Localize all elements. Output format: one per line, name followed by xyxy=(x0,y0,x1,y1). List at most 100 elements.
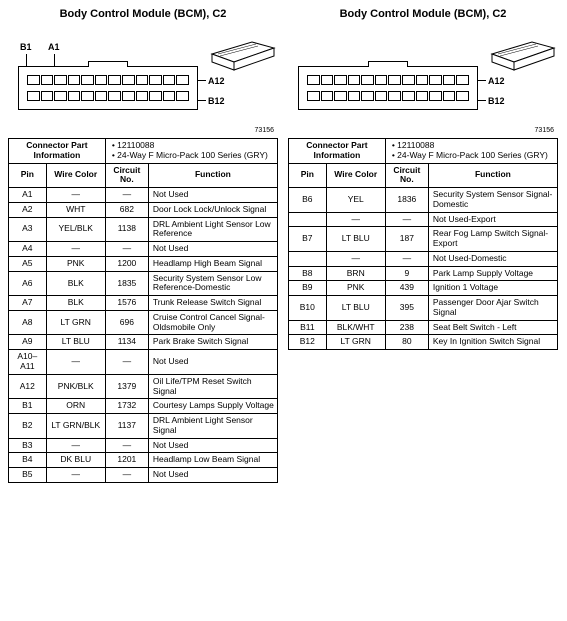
cell-func: Not Used xyxy=(148,438,277,453)
cell-pin: A12 xyxy=(9,374,47,399)
label-b1: B1 xyxy=(20,42,32,52)
pin-row-b xyxy=(27,91,189,101)
cell-pin: B7 xyxy=(289,227,327,252)
cell-circuit: 1576 xyxy=(105,296,148,311)
cell-pin xyxy=(289,251,327,266)
cell-wire: BLK/WHT xyxy=(326,320,385,335)
table-row: B5——Not Used xyxy=(9,468,278,483)
cell-wire: — xyxy=(326,251,385,266)
cell-circuit: 1138 xyxy=(105,217,148,242)
cell-circuit: 1732 xyxy=(105,399,148,414)
cell-func: Security System Sensor Low Reference-Dom… xyxy=(148,271,277,296)
cell-circuit: — xyxy=(105,438,148,453)
table-row: B8BRN9Park Lamp Supply Voltage xyxy=(289,266,558,281)
info-row-right: Connector Part Information 12110088 24-W… xyxy=(289,139,558,164)
iso-connector-icon xyxy=(208,34,278,74)
label-a1: A1 xyxy=(48,42,60,52)
part-no: 12110088 xyxy=(112,140,155,150)
cell-func: Passenger Door Ajar Switch Signal xyxy=(428,296,557,321)
info-label-r: Connector Part Information xyxy=(289,139,386,164)
cell-circuit: 1134 xyxy=(105,335,148,350)
cell-circuit: 80 xyxy=(385,335,428,350)
table-row: B12LT GRN80Key In Ignition Switch Signal xyxy=(289,335,558,350)
cell-func: Ignition 1 Voltage xyxy=(428,281,557,296)
cell-circuit: — xyxy=(105,242,148,257)
table-row: A5PNK1200Headlamp High Beam Signal xyxy=(9,256,278,271)
table-row: B3——Not Used xyxy=(9,438,278,453)
table-row: B4DK BLU1201Headlamp Low Beam Signal xyxy=(9,453,278,468)
left-panel: Body Control Module (BCM), C2 B1 A1 A12 … xyxy=(8,8,278,483)
table-row: A8LT GRN696Cruise Control Cancel Signal-… xyxy=(9,310,278,335)
info-values-r: 12110088 24-Way F Micro-Pack 100 Series … xyxy=(385,139,557,164)
cell-wire: LT BLU xyxy=(326,296,385,321)
table-row: B2LT GRN/BLK1137DRL Ambient Light Sensor… xyxy=(9,414,278,439)
cell-circuit: 682 xyxy=(105,202,148,217)
cell-pin: B12 xyxy=(289,335,327,350)
cell-func: DRL Ambient Light Sensor Low Reference xyxy=(148,217,277,242)
th-pin: Pin xyxy=(9,163,47,188)
ref-number-left: 73156 xyxy=(255,127,274,134)
cell-wire: — xyxy=(46,188,105,203)
cell-wire: PNK/BLK xyxy=(46,374,105,399)
cell-func: Courtesy Lamps Supply Voltage xyxy=(148,399,277,414)
cell-func: Park Brake Switch Signal xyxy=(148,335,277,350)
label-a12: A12 xyxy=(208,76,225,86)
cell-func: Seat Belt Switch - Left xyxy=(428,320,557,335)
cell-wire: LT GRN xyxy=(46,310,105,335)
cell-pin: A10–A11 xyxy=(9,350,47,375)
cell-func: Door Lock Lock/Unlock Signal xyxy=(148,202,277,217)
cell-func: Oil Life/TPM Reset Switch Signal xyxy=(148,374,277,399)
cell-circuit: 1137 xyxy=(105,414,148,439)
part-desc-r: 24-Way F Micro-Pack 100 Series (GRY) xyxy=(392,150,548,160)
table-row: A7BLK1576Trunk Release Switch Signal xyxy=(9,296,278,311)
left-tbody: A1——Not UsedA2WHT682Door Lock Lock/Unloc… xyxy=(9,188,278,483)
cell-circuit: 395 xyxy=(385,296,428,321)
connector-notch xyxy=(88,61,128,67)
label-b12-r: B12 xyxy=(488,96,505,106)
right-panel: Body Control Module (BCM), C2 A12 B12 xyxy=(288,8,558,350)
table-row: A6BLK1835Security System Sensor Low Refe… xyxy=(9,271,278,296)
info-row-left: Connector Part Information 12110088 24-W… xyxy=(9,139,278,164)
table-row: A9LT BLU1134Park Brake Switch Signal xyxy=(9,335,278,350)
cell-circuit: 1379 xyxy=(105,374,148,399)
cell-func: Park Lamp Supply Voltage xyxy=(428,266,557,281)
cell-pin: B8 xyxy=(289,266,327,281)
th-wire: Wire Color xyxy=(46,163,105,188)
left-title: Body Control Module (BCM), C2 xyxy=(8,8,278,20)
cell-pin: B10 xyxy=(289,296,327,321)
cell-wire: BRN xyxy=(326,266,385,281)
cell-wire: — xyxy=(46,468,105,483)
part-desc: 24-Way F Micro-Pack 100 Series (GRY) xyxy=(112,150,268,160)
cell-func: Cruise Control Cancel Signal-Oldsmobile … xyxy=(148,310,277,335)
connector-notch-r xyxy=(368,61,408,67)
cell-wire: YEL xyxy=(326,188,385,213)
cell-circuit: 9 xyxy=(385,266,428,281)
th-circuit-r: Circuit No. xyxy=(385,163,428,188)
pin-row-b-r xyxy=(307,91,469,101)
cell-func: Not Used xyxy=(148,468,277,483)
ref-number-right: 73156 xyxy=(535,127,554,134)
cell-pin: A6 xyxy=(9,271,47,296)
cell-wire: BLK xyxy=(46,296,105,311)
header-row-right: Pin Wire Color Circuit No. Function xyxy=(289,163,558,188)
cell-wire: — xyxy=(46,438,105,453)
cell-circuit: — xyxy=(385,251,428,266)
cell-pin: A2 xyxy=(9,202,47,217)
cell-pin: B9 xyxy=(289,281,327,296)
part-no-r: 12110088 xyxy=(392,140,435,150)
connector-body-left xyxy=(18,66,198,110)
cell-func: Not Used xyxy=(148,242,277,257)
cell-circuit: 1835 xyxy=(105,271,148,296)
label-a12-r: A12 xyxy=(488,76,505,86)
right-connector-diagram: A12 B12 73156 xyxy=(288,24,558,134)
th-function-r: Function xyxy=(428,163,557,188)
cell-circuit: — xyxy=(105,188,148,203)
cell-pin: A7 xyxy=(9,296,47,311)
cell-wire: LT BLU xyxy=(326,227,385,252)
cell-func: Headlamp High Beam Signal xyxy=(148,256,277,271)
pin-row-a xyxy=(27,75,189,85)
info-values: 12110088 24-Way F Micro-Pack 100 Series … xyxy=(105,139,277,164)
right-table: Connector Part Information 12110088 24-W… xyxy=(288,138,558,350)
cell-wire: — xyxy=(46,350,105,375)
diagram-container: Body Control Module (BCM), C2 B1 A1 A12 … xyxy=(8,8,559,483)
